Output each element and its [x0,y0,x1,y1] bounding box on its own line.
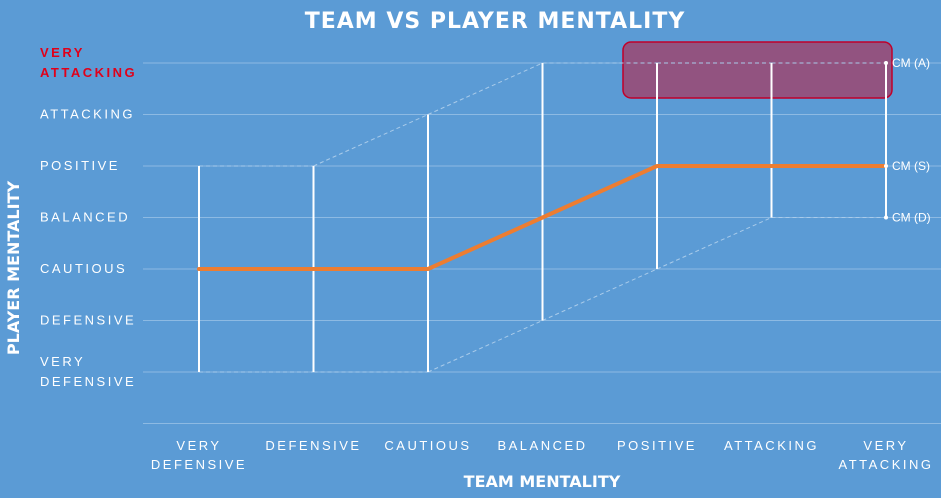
y-axis-title: PLAYER MENTALITY [4,181,23,356]
x-tick-label: VERY DEFENSIVE [151,438,247,472]
y-tick-label: POSITIVE [40,158,120,173]
y-tick-line: ATTACKING [40,107,135,122]
x-tick-line: ATTACKING [724,438,819,453]
x-tick-line: BALANCED [497,438,587,453]
y-tick-line: DEFENSIVE [40,374,136,389]
x-tick-label: VERY ATTACKING [839,438,934,472]
y-tick-line: VERY [40,354,85,369]
y-tick-line: VERY [40,45,85,60]
series-end-dot [884,215,888,220]
upper-range-dash [427,62,543,115]
lower-range-dash [427,320,543,373]
series-label: CM (S) [892,159,930,173]
main-series-layer [197,164,888,271]
y-tick-label: ATTACKING [40,107,135,122]
lower-range-dash [542,268,658,321]
series-line-cm-s [197,164,888,271]
highlight-region [622,41,893,99]
y-tick-line: CAUTIOUS [40,261,127,276]
upper-range-dash [313,114,429,167]
x-tick-line: CAUTIOUS [384,438,471,453]
y-tick-line: ATTACKING [40,65,137,80]
series-end-dot [884,164,888,168]
x-tick-line: DEFENSIVE [151,457,247,472]
x-tick-line: VERY [863,438,908,453]
x-tick-label: POSITIVE [617,438,697,453]
y-tick-line: DEFENSIVE [40,313,136,328]
series-label: CM (A) [892,56,930,70]
lower-range-dash [656,217,772,270]
range-dashed-lines [199,62,886,373]
series-label: CM (D) [892,211,931,225]
y-axis-ticks: VERY DEFENSIVE DEFENSIVE CAUTIOUS BALANCED PO… [40,45,137,389]
x-tick-line: VERY [176,438,221,453]
chart-title: TEAM VS PLAYER MENTALITY [305,9,686,34]
y-tick-line: POSITIVE [40,158,120,173]
x-tick-label: DEFENSIVE [265,438,361,453]
series-labels: CM (A) CM (S) CM (D) [884,56,931,225]
y-tick-label: VERY DEFENSIVE [40,354,136,389]
x-tick-line: ATTACKING [839,457,934,472]
x-tick-label: CAUTIOUS [384,438,471,453]
y-tick-line: BALANCED [40,210,130,225]
y-tick-label: VERY ATTACKING [40,45,137,80]
x-axis-ticks: VERY DEFENSIVE DEFENSIVE CAUTIOUS BALANCED PO… [151,438,934,472]
highlight-region-layer [622,41,893,99]
series-end-dot [884,61,888,65]
y-tick-label: CAUTIOUS [40,261,127,276]
x-tick-label: BALANCED [497,438,587,453]
x-tick-line: POSITIVE [617,438,697,453]
y-tick-label: BALANCED [40,210,130,225]
y-tick-label: DEFENSIVE [40,313,136,328]
x-tick-line: DEFENSIVE [265,438,361,453]
x-tick-label: ATTACKING [724,438,819,453]
x-axis-title: TEAM MENTALITY [464,472,621,491]
